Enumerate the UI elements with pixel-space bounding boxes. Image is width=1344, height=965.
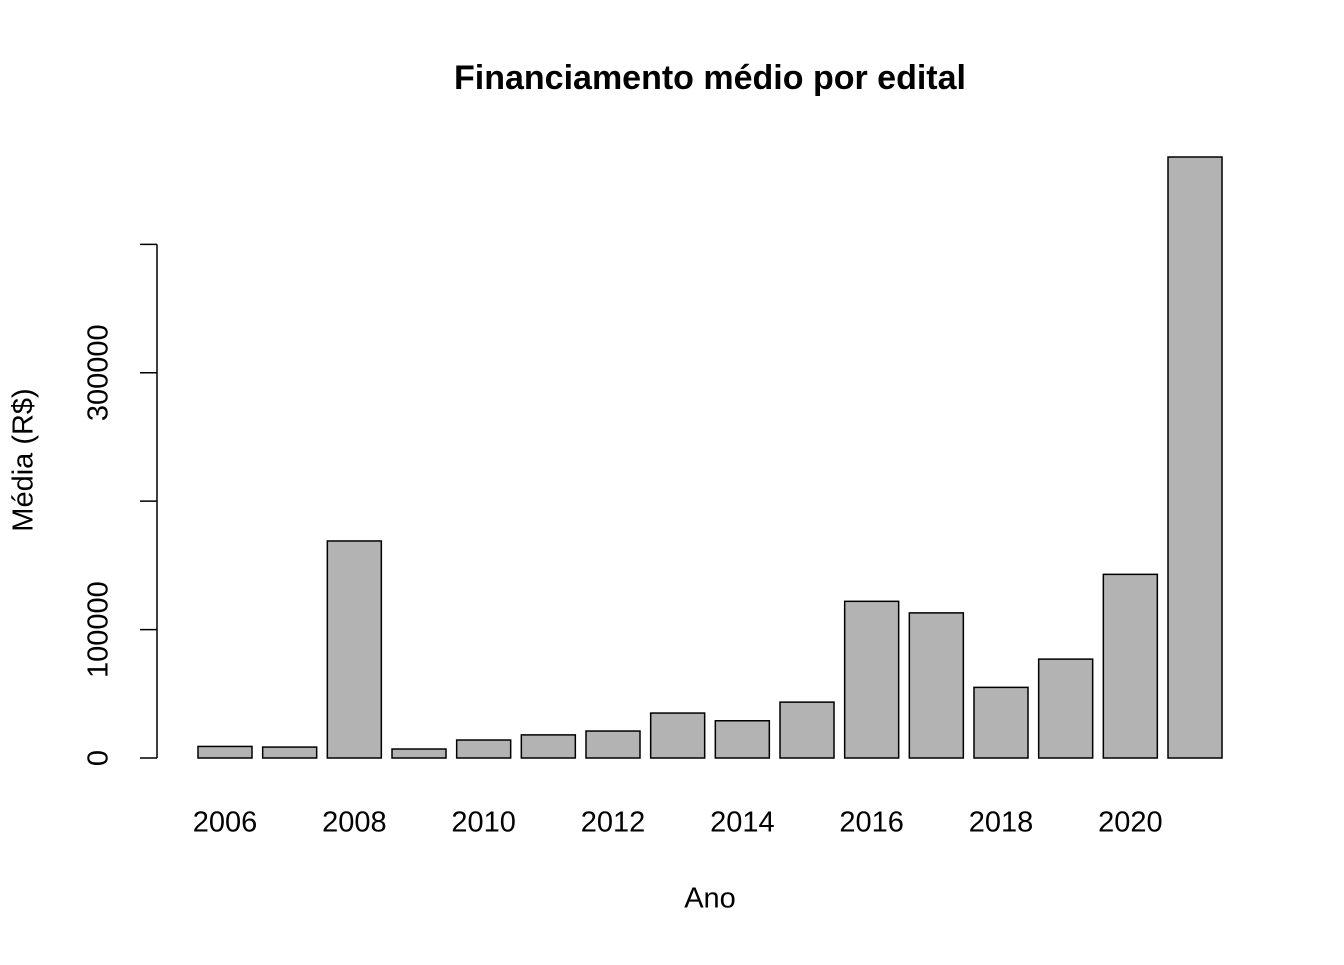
bar [391, 748, 447, 759]
x-tick-label: 2006 [193, 807, 258, 839]
bar [1037, 658, 1094, 759]
bar [455, 739, 512, 759]
bar [520, 734, 577, 759]
y-tick-label: 0 [83, 750, 115, 766]
y-axis-title: Média (R$) [8, 388, 40, 531]
x-tick-label: 2016 [839, 807, 904, 839]
bar [197, 745, 253, 759]
y-tick-label: 300000 [83, 324, 115, 421]
x-tick-label: 2008 [322, 807, 387, 839]
bar [908, 612, 965, 759]
bar [779, 701, 835, 759]
bar [326, 540, 383, 759]
bar [261, 746, 318, 759]
bar [585, 730, 641, 759]
x-tick-label: 2018 [969, 807, 1034, 839]
bar [649, 712, 706, 759]
x-tick-label: 2014 [710, 807, 775, 839]
x-tick-label: 2020 [1098, 807, 1163, 839]
chart-title: Financiamento médio por edital [454, 59, 966, 97]
bar [714, 720, 771, 759]
bar [1102, 573, 1159, 759]
x-tick-label: 2010 [451, 807, 516, 839]
bar [843, 600, 900, 759]
y-tick-label: 100000 [83, 581, 115, 678]
bar [1167, 156, 1223, 759]
x-axis-title: Ano [684, 883, 736, 915]
bar [973, 686, 1029, 759]
x-tick-label: 2012 [581, 807, 646, 839]
